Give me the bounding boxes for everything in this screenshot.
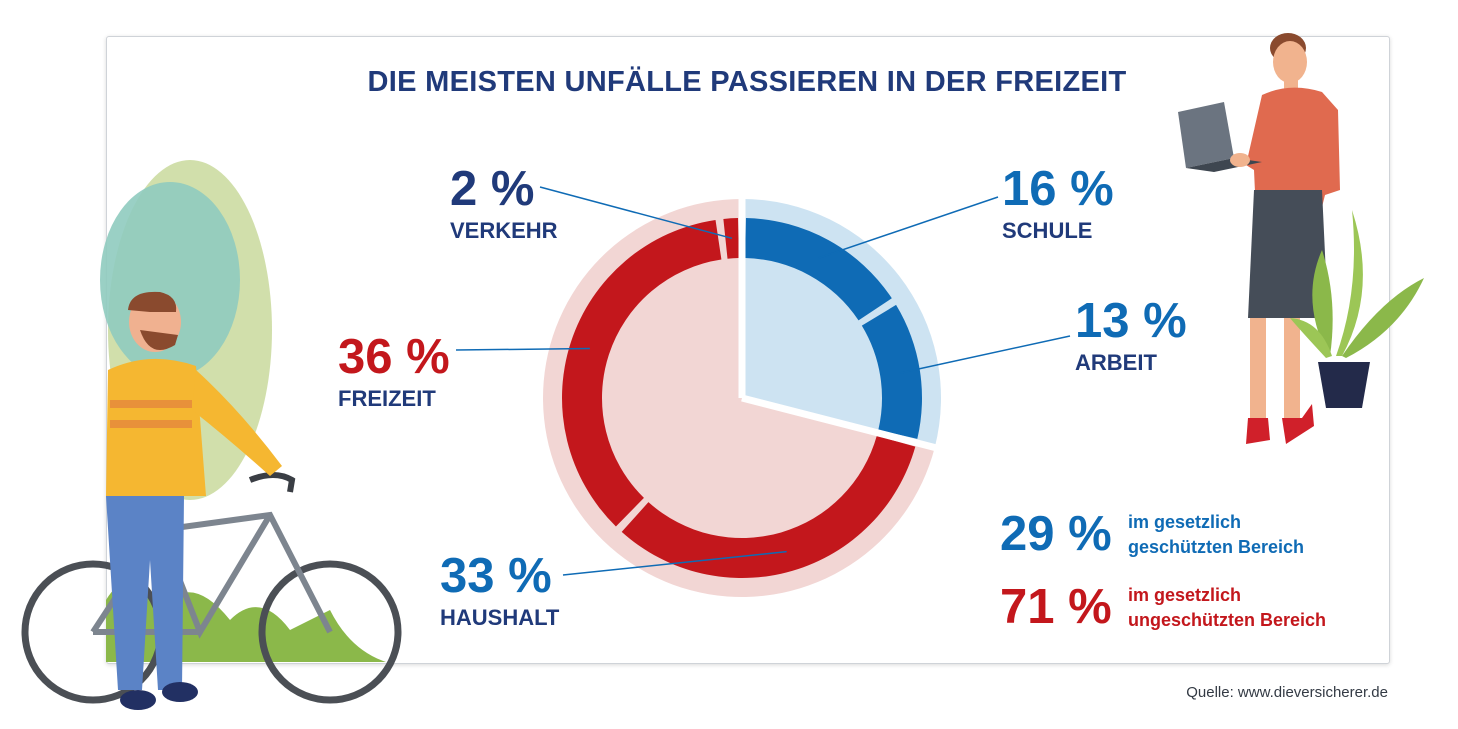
label-freizeit: 36 % FREIZEIT <box>338 333 450 410</box>
source-note: Quelle: www.dieversicherer.de <box>1186 684 1388 701</box>
label-verkehr: 2 % VERKEHR <box>450 165 558 242</box>
summary-protected-text: im gesetzlich geschützten Bereich <box>1128 510 1304 560</box>
category-schule: SCHULE <box>1002 218 1093 243</box>
label-haushalt: 33 % HAUSHALT <box>440 552 559 629</box>
plant-illustration <box>1290 210 1424 408</box>
chart-title: DIE MEISTEN UNFÄLLE PASSIEREN IN DER FRE… <box>367 66 1127 98</box>
slice-schule <box>745 218 892 321</box>
category-verkehr: VERKEHR <box>450 218 558 243</box>
category-freizeit: FREIZEIT <box>338 386 436 411</box>
slice-freizeit <box>562 219 722 527</box>
slice-haushalt <box>621 435 916 579</box>
summary-protected-value: 29 % <box>1000 507 1112 561</box>
summary-protected-line1: im gesetzlich <box>1128 512 1242 532</box>
category-arbeit: ARBEIT <box>1075 350 1157 375</box>
leader-line-schule <box>818 196 999 259</box>
summary-protected-line2: geschützten Bereich <box>1128 537 1305 557</box>
label-schule: 16 % SCHULE <box>1002 165 1114 242</box>
value-freizeit: 36 % <box>338 330 450 384</box>
divider-unprotected <box>741 394 940 452</box>
woman-illustration <box>1178 33 1340 444</box>
slice-arbeit <box>861 304 922 439</box>
label-arbeit: 13 % ARBEIT <box>1075 297 1187 374</box>
summary-unprotected-line2: ungeschützten Bereich <box>1128 610 1327 630</box>
category-haushalt: HAUSHALT <box>440 605 560 630</box>
donut-chart <box>543 195 941 597</box>
value-verkehr: 2 % <box>450 162 535 216</box>
man-with-bicycle-illustration <box>21 160 402 710</box>
leader-line-haushalt <box>562 550 787 576</box>
summary-unprotected-value: 71 % <box>1000 580 1112 634</box>
leader-line-freizeit <box>455 347 590 351</box>
value-arbeit: 13 % <box>1075 294 1187 348</box>
value-haushalt: 33 % <box>440 549 552 603</box>
leader-lines <box>455 186 1071 576</box>
summary-unprotected-line1: im gesetzlich <box>1128 585 1242 605</box>
leader-line-arbeit <box>899 335 1071 374</box>
value-schule: 16 % <box>1002 162 1114 216</box>
summary-unprotected-text: im gesetzlich ungeschützten Bereich <box>1128 583 1326 633</box>
leader-line-verkehr <box>539 186 733 240</box>
